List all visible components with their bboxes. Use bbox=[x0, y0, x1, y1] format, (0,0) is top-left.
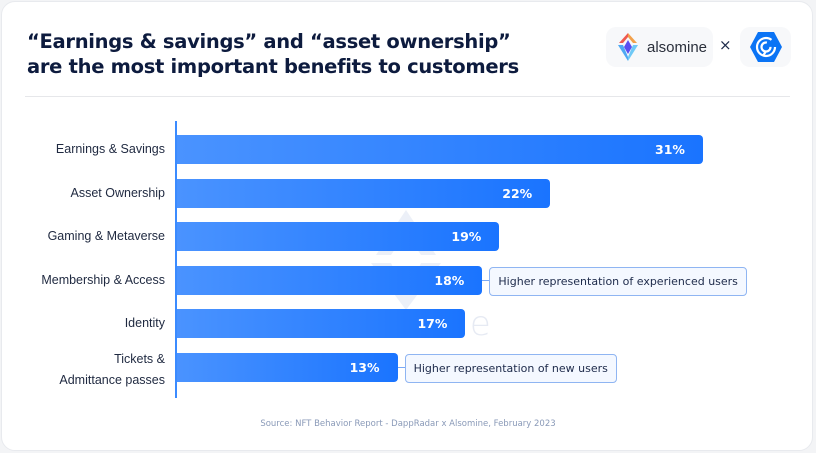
bar bbox=[177, 309, 466, 338]
bar bbox=[177, 352, 398, 382]
annotation-connector bbox=[397, 367, 405, 368]
bar-value-label: 13% bbox=[349, 359, 380, 375]
alsomine-brand: alsomine bbox=[606, 27, 713, 67]
dappradar-brand bbox=[740, 27, 791, 67]
annotation-callout: Higher representation of new users bbox=[404, 353, 617, 383]
bar-value-label: 18% bbox=[434, 272, 465, 288]
chart-title: “Earnings & savings” and “asset ownershi… bbox=[27, 29, 519, 79]
bar-value-label: 19% bbox=[451, 229, 482, 244]
y-axis-line bbox=[175, 121, 177, 398]
bar-value-label: 22% bbox=[502, 185, 533, 201]
source-caption: Source: NFT Behavior Report - DappRadar … bbox=[260, 419, 556, 429]
bar bbox=[177, 178, 551, 208]
category-label-line: Earnings & Savings bbox=[55, 142, 165, 156]
category-label-line: Identity bbox=[124, 316, 165, 330]
bar-value-label: 31% bbox=[655, 142, 685, 157]
category-label-line: Membership & Access bbox=[41, 272, 165, 287]
bar bbox=[177, 265, 483, 295]
title-line-1: “Earnings & savings” and “asset ownershi… bbox=[27, 30, 511, 53]
alsomine-diamond-logo-icon bbox=[618, 33, 638, 61]
category-label: Earnings & Savings bbox=[56, 140, 165, 159]
category-label: Tickets & Admittance passes bbox=[59, 349, 165, 391]
header-divider bbox=[25, 96, 790, 97]
bar-value-label: 17% bbox=[417, 316, 448, 331]
category-label: Asset Ownership bbox=[71, 184, 165, 203]
category-label-line: Tickets & bbox=[114, 352, 165, 366]
category-label: Gaming & Metaverse bbox=[48, 227, 165, 246]
bar bbox=[177, 135, 703, 164]
category-label: Identity bbox=[125, 314, 165, 333]
annotation-callout: Higher representation of experienced use… bbox=[489, 266, 747, 296]
category-label-line: Gaming & Metaverse bbox=[47, 229, 165, 243]
annotation-connector bbox=[482, 280, 490, 281]
category-label-line: Asset Ownership bbox=[70, 185, 165, 200]
bar bbox=[177, 222, 500, 251]
alsomine-brand-name: alsomine bbox=[647, 38, 708, 56]
dappradar-hexagon-logo-icon bbox=[749, 32, 782, 62]
category-label: Membership & Access bbox=[41, 271, 165, 290]
title-line-2: are the most important benefits to custo… bbox=[27, 55, 519, 78]
collab-separator: × bbox=[719, 36, 732, 54]
category-label-line: Admittance passes bbox=[59, 373, 165, 387]
